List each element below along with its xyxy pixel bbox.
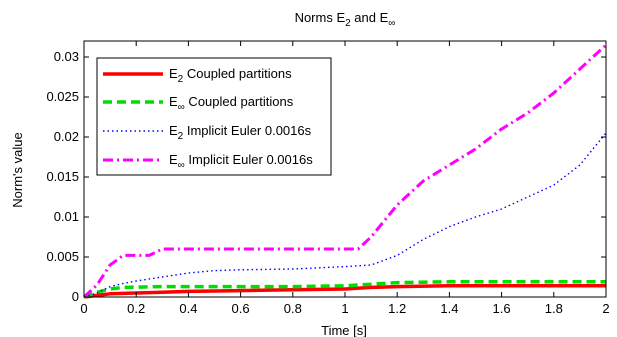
title-sub1: 2 xyxy=(345,18,351,29)
series-line-1 xyxy=(83,284,606,299)
series-line-4 xyxy=(82,43,608,299)
x-tick-label: 2 xyxy=(602,301,609,316)
y-tick-label: 0.01 xyxy=(54,209,79,224)
legend-box xyxy=(96,57,332,176)
y-axis-label: Norm's value xyxy=(10,132,25,207)
title-base: Norms E xyxy=(295,10,346,25)
series-line-3 xyxy=(83,132,607,298)
x-tick-label: 1.8 xyxy=(545,301,563,316)
x-tick-label: 1.2 xyxy=(388,301,406,316)
y-tick-label: 0.015 xyxy=(46,169,79,184)
x-tick-label: 0.4 xyxy=(179,301,197,316)
y-tick-label: 0.02 xyxy=(54,129,79,144)
y-tick-label: 0.03 xyxy=(54,49,79,64)
x-tick-label: 0.6 xyxy=(232,301,250,316)
x-tick-label: 1 xyxy=(341,301,348,316)
legend-label-2: E∞ Coupled partitions xyxy=(169,94,294,113)
legend-label-1: E2 Coupled partitions xyxy=(169,66,292,85)
x-axis-label: Time [s] xyxy=(321,323,367,337)
axes-group: 0 0.2 0.4 0.6 0.8 1 1.2 1.4 1.6 1.8 2 0 0.005 0.01 0.0… xyxy=(46,40,610,316)
series-group xyxy=(82,43,608,299)
title-mid: and E xyxy=(351,10,389,25)
chart-title: Norms E2 and E∞ xyxy=(295,10,396,29)
x-tick-label: 0.2 xyxy=(127,301,145,316)
x-tick-label: 0.8 xyxy=(284,301,302,316)
title-sub2: ∞ xyxy=(388,18,395,29)
x-tick-label: 0 xyxy=(80,301,87,316)
x-tick-label: 1.6 xyxy=(493,301,511,316)
x-tick-label: 1.4 xyxy=(440,301,458,316)
y-tick-label: 0 xyxy=(72,289,79,304)
legend: E2 Coupled partitions E∞ Coupled partitio… xyxy=(96,57,332,176)
legend-label-4: E∞ Implicit Euler 0.0016s xyxy=(169,152,313,171)
y-tick-label: 0.005 xyxy=(46,249,79,264)
y-tick-label: 0.025 xyxy=(46,89,79,104)
legend-label-3: E2 Implicit Euler 0.0016s xyxy=(169,123,312,142)
series-line-2 xyxy=(83,280,606,299)
